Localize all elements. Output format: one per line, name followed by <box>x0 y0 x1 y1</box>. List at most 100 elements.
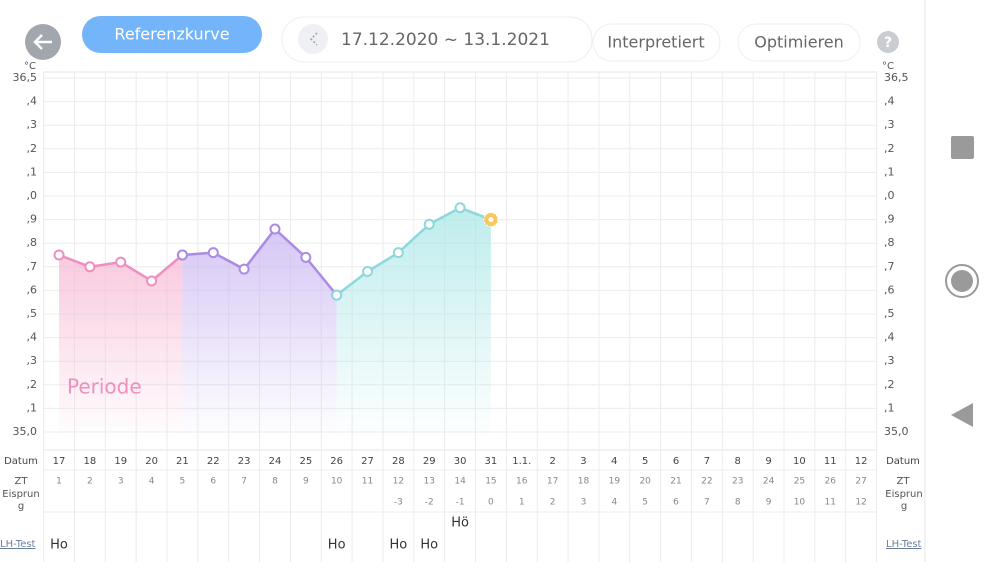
x-tick-label: 17 <box>53 456 66 467</box>
marker <box>53 249 65 261</box>
marker <box>84 261 96 273</box>
x-tick-label: 5 <box>642 456 648 467</box>
y-tick-label: ,4 <box>884 95 895 108</box>
area <box>336 207 491 440</box>
marker <box>269 223 281 235</box>
row-value: 19 <box>609 477 621 487</box>
row-value: 9 <box>303 477 309 487</box>
x-tick-label: 10 <box>793 456 806 467</box>
row-value: 15 <box>485 477 496 487</box>
y-tick-label: ,1 <box>884 401 895 414</box>
row-value: 2 <box>550 498 556 508</box>
row-value: 9 <box>766 498 772 508</box>
tab-label: Interpretiert <box>607 33 704 52</box>
x-tick-label: 2 <box>549 456 555 467</box>
x-tick-label: 28 <box>392 456 405 467</box>
y-tick-label: ,2 <box>27 378 38 391</box>
row-value: Hö <box>451 516 469 531</box>
x-tick-label: 7 <box>704 456 710 467</box>
x-tick-label: 23 <box>238 456 251 467</box>
y-tick-label: ,7 <box>884 260 895 273</box>
row-value: 7 <box>241 477 247 487</box>
date-icon-arrow <box>309 32 318 46</box>
x-tick-label: 21 <box>176 456 189 467</box>
row-value: Ho <box>50 538 68 553</box>
x-tick-label: 22 <box>207 456 220 467</box>
y-tick-label: ,5 <box>884 307 895 320</box>
x-tick-label: 18 <box>84 456 97 467</box>
y-tick-label: ,3 <box>27 118 38 131</box>
row-value: 3 <box>581 498 587 508</box>
y-tick-label: ,3 <box>27 354 38 367</box>
row-value: 5 <box>642 498 648 508</box>
row-value: -2 <box>425 498 434 508</box>
y-tick-label: ,6 <box>884 283 895 296</box>
unit-label: °C <box>24 61 36 72</box>
row-value: 8 <box>735 498 741 508</box>
row-value: 13 <box>423 477 434 487</box>
row-value: 26 <box>825 477 837 487</box>
row-value: 14 <box>454 477 466 487</box>
date-pill[interactable] <box>281 16 593 63</box>
marker-flower-center <box>488 217 494 223</box>
row-value: Ho <box>328 538 346 553</box>
row-value: 11 <box>362 477 373 487</box>
y-tick-label: ,5 <box>27 307 38 320</box>
y-tick-label: ,7 <box>27 260 38 273</box>
row-value: 10 <box>331 477 343 487</box>
row-value: 12 <box>393 477 404 487</box>
x-tick-label: 29 <box>423 456 436 467</box>
marker <box>238 263 250 275</box>
y-tick-label: ,9 <box>884 213 895 226</box>
y-tick-label: ,1 <box>27 165 38 178</box>
nav-back[interactable] <box>951 403 973 427</box>
y-tick-label: 35,0 <box>884 425 909 438</box>
row-value: Ho <box>420 538 438 553</box>
x-tick-label: 6 <box>673 456 679 467</box>
x-tick-label: 3 <box>580 456 586 467</box>
x-tick-label: 25 <box>299 456 312 467</box>
help-button[interactable] <box>877 31 899 53</box>
help-label: ? <box>884 35 892 51</box>
y-tick-label: ,2 <box>27 142 38 155</box>
back-icon <box>33 34 52 50</box>
row-value: 8 <box>272 477 278 487</box>
row-value: 2 <box>87 477 93 487</box>
nav-home-dot <box>951 270 973 292</box>
tab[interactable] <box>737 23 861 62</box>
y-tick-label: ,0 <box>884 189 895 202</box>
row-value: 0 <box>488 498 494 508</box>
x-tick-label: 1.1. <box>512 456 531 467</box>
x-tick-label: 31 <box>485 456 498 467</box>
row-value: 5 <box>180 477 186 487</box>
y-tick-label: ,6 <box>27 283 38 296</box>
marker <box>146 275 158 287</box>
x-tick-label: 27 <box>361 456 374 467</box>
reference-label: Referenzkurve <box>114 25 229 44</box>
row-value: -1 <box>456 498 465 508</box>
marker <box>115 256 127 268</box>
row-value: 4 <box>611 498 617 508</box>
y-tick-label: ,1 <box>884 165 895 178</box>
date-icon <box>298 24 328 54</box>
tab-label: Optimieren <box>754 33 844 52</box>
row-value: 27 <box>855 477 866 487</box>
y-tick-label: ,2 <box>884 378 895 391</box>
row-value: 23 <box>732 477 743 487</box>
tab[interactable] <box>592 23 721 62</box>
row-value: 24 <box>763 477 775 487</box>
nav-recent[interactable] <box>951 136 974 159</box>
nav-home[interactable] <box>945 264 979 298</box>
annotation: Periode <box>67 375 142 399</box>
row-value: 6 <box>210 477 216 487</box>
row-link[interactable]: LH-Test <box>886 539 922 550</box>
y-tick-label: 36,5 <box>884 71 909 84</box>
marker <box>454 202 466 214</box>
row-value: 4 <box>149 477 155 487</box>
y-tick-label: ,3 <box>884 354 895 367</box>
row-link[interactable]: LH-Test <box>0 539 36 550</box>
area <box>59 255 183 440</box>
reference-button[interactable] <box>82 16 262 53</box>
row-value: 18 <box>578 477 590 487</box>
row-value: 1 <box>56 477 62 487</box>
